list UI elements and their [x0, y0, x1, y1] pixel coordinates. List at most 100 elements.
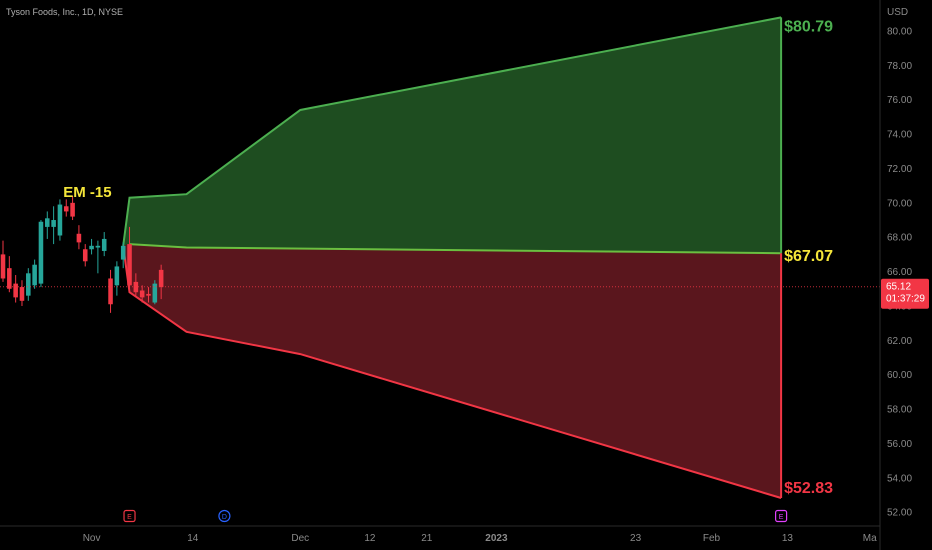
- candle: [38, 220, 44, 288]
- price-tick-label: 72.00: [887, 164, 912, 175]
- upper-target-label: $80.79: [784, 18, 833, 35]
- candle: [95, 240, 101, 274]
- candle: [63, 199, 69, 217]
- price-tick-label: 54.00: [887, 473, 912, 484]
- candle-body: [32, 264, 37, 286]
- price-tick-label: 58.00: [887, 405, 912, 416]
- price-tick-label: 78.00: [887, 61, 912, 72]
- candle-body: [127, 244, 132, 286]
- time-tick-label: 23: [630, 533, 642, 544]
- candle: [32, 259, 37, 289]
- svg-text:E: E: [127, 514, 132, 521]
- candle-body: [26, 273, 31, 296]
- candle: [89, 238, 94, 255]
- time-tick-label: 2023: [485, 533, 508, 544]
- candle: [26, 268, 31, 301]
- price-tick-label: 74.00: [887, 130, 912, 141]
- candle-body: [13, 283, 18, 298]
- candle: [158, 264, 164, 300]
- earnings-marker-icon[interactable]: E: [775, 509, 788, 523]
- candle-body: [82, 249, 88, 262]
- candle: [108, 269, 113, 313]
- time-tick-label: 13: [782, 533, 794, 544]
- lower-cone-fill: [123, 244, 782, 498]
- candlestick-series: [0, 195, 164, 313]
- candle-body: [108, 278, 113, 305]
- price-tick-label: 76.00: [887, 95, 912, 106]
- candle-body: [45, 218, 50, 227]
- candle: [76, 225, 82, 250]
- price-tick-label: 68.00: [887, 233, 912, 244]
- candle: [114, 261, 120, 296]
- candle: [120, 242, 126, 269]
- candle-body: [114, 266, 120, 286]
- candle-body: [51, 220, 56, 227]
- candle-body: [95, 245, 101, 248]
- center-target-label: $67.07: [784, 248, 833, 265]
- time-tick-label: Ma: [863, 533, 877, 544]
- candle: [13, 275, 18, 303]
- time-tick-label: Feb: [703, 533, 721, 544]
- candle-body: [57, 204, 63, 236]
- price-axis-unit: USD: [887, 7, 908, 18]
- time-tick-label: Dec: [291, 533, 309, 544]
- candle-body: [63, 206, 69, 212]
- candle-body: [70, 202, 75, 217]
- last-price-badge: 65.12 01:37:29: [881, 278, 929, 309]
- candle-body: [120, 245, 126, 260]
- candle-body: [146, 293, 151, 296]
- cone-labels: $80.79 $67.07 $52.83 EM -15: [63, 18, 833, 497]
- earnings-marker-icon[interactable]: E: [123, 509, 136, 523]
- price-tick-label: 66.00: [887, 267, 912, 278]
- candle: [19, 280, 25, 306]
- candle-body: [89, 245, 94, 250]
- lower-target-label: $52.83: [784, 480, 833, 497]
- price-axis[interactable]: 52.0054.0056.0058.0060.0062.0064.0066.00…: [887, 26, 912, 518]
- upper-cone-fill: [123, 17, 782, 254]
- time-tick-label: Nov: [83, 533, 101, 544]
- chart-title: Tyson Foods, Inc., 1D, NYSE: [6, 7, 123, 17]
- expected-move-cone: [122, 16, 783, 499]
- center-line: [129, 243, 782, 255]
- price-tick-label: 56.00: [887, 439, 912, 450]
- candle-body: [0, 254, 6, 279]
- candle: [70, 195, 75, 221]
- expected-move-label: EM -15: [63, 184, 111, 201]
- candle: [139, 285, 145, 303]
- candle: [0, 240, 6, 282]
- svg-text:E: E: [779, 514, 784, 521]
- candle-body: [152, 283, 158, 303]
- price-tick-label: 70.00: [887, 198, 912, 209]
- svg-text:D: D: [222, 514, 227, 521]
- candle-body: [158, 269, 164, 288]
- candle: [152, 280, 158, 305]
- candle-body: [76, 233, 82, 243]
- candle: [146, 287, 151, 303]
- time-axis[interactable]: Nov 14 Dec 12 21 2023 23 Feb 13 Ma: [83, 533, 877, 544]
- price-tick-label: 52.00: [887, 508, 912, 519]
- last-price-countdown: 01:37:29: [886, 294, 925, 305]
- dividend-marker-icon[interactable]: D: [218, 509, 231, 523]
- candle: [82, 244, 88, 267]
- upper-cone-line: [122, 16, 782, 246]
- price-tick-label: 80.00: [887, 26, 912, 37]
- candle: [7, 256, 12, 293]
- time-tick-label: 12: [364, 533, 376, 544]
- last-price-value: 65.12: [886, 282, 911, 293]
- candle-body: [38, 221, 44, 284]
- candle: [45, 211, 50, 239]
- price-tick-label: 62.00: [887, 336, 912, 347]
- candle-body: [7, 268, 12, 289]
- candle-body: [139, 290, 145, 298]
- candle: [101, 232, 107, 257]
- price-tick-label: 60.00: [887, 370, 912, 381]
- candle-body: [19, 287, 25, 301]
- time-tick-label: 14: [187, 533, 199, 544]
- time-tick-label: 21: [421, 533, 433, 544]
- candle: [57, 199, 63, 241]
- candle: [127, 226, 132, 291]
- candle-body: [101, 238, 107, 251]
- candle: [51, 206, 56, 245]
